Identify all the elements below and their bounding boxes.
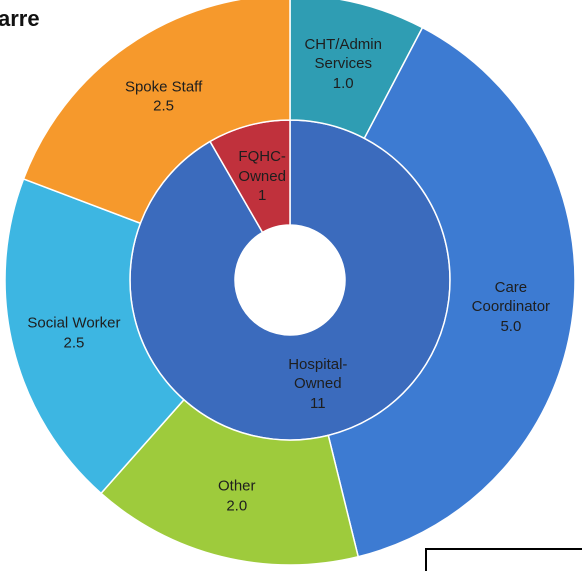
slice-name: Hospital-Owned xyxy=(288,355,348,393)
slice-label: CHT/Admin Services 1.0 xyxy=(293,35,393,94)
chart-title: arre xyxy=(0,6,40,31)
slice-name: FQHC-Owned xyxy=(238,147,286,185)
donut-slice xyxy=(327,26,576,558)
slice-label: Care Coordinator 5.0 xyxy=(461,278,561,337)
slice-value: 1.0 xyxy=(332,74,354,92)
slice-label: Other 2.0 xyxy=(187,477,287,516)
slice-label: Hospital-Owned 11 xyxy=(272,355,364,414)
donut-slice xyxy=(22,0,291,225)
slice-name: CHT/Admin Services xyxy=(304,35,382,73)
slice-label: Spoke Staff 2.5 xyxy=(114,77,214,116)
slice-value: 11 xyxy=(310,394,326,412)
slice-value: 2.0 xyxy=(226,497,248,515)
slice-value: 5.0 xyxy=(500,317,522,335)
donut-slice xyxy=(4,177,185,495)
slice-label: FQHC-Owned 1 xyxy=(216,147,308,206)
slice-name: Spoke Staff xyxy=(124,78,203,96)
slice-name: Care Coordinator xyxy=(471,278,551,316)
slice-name: Other xyxy=(217,477,256,495)
slice-value: 1 xyxy=(258,186,267,204)
slice-name: Social Worker xyxy=(27,314,121,332)
slice-value: 2.5 xyxy=(63,334,85,352)
slice-label: Social Worker 2.5 xyxy=(24,314,124,353)
slice-value: 2.5 xyxy=(153,97,175,115)
donut-slice xyxy=(99,398,360,566)
legend-box xyxy=(425,548,582,571)
